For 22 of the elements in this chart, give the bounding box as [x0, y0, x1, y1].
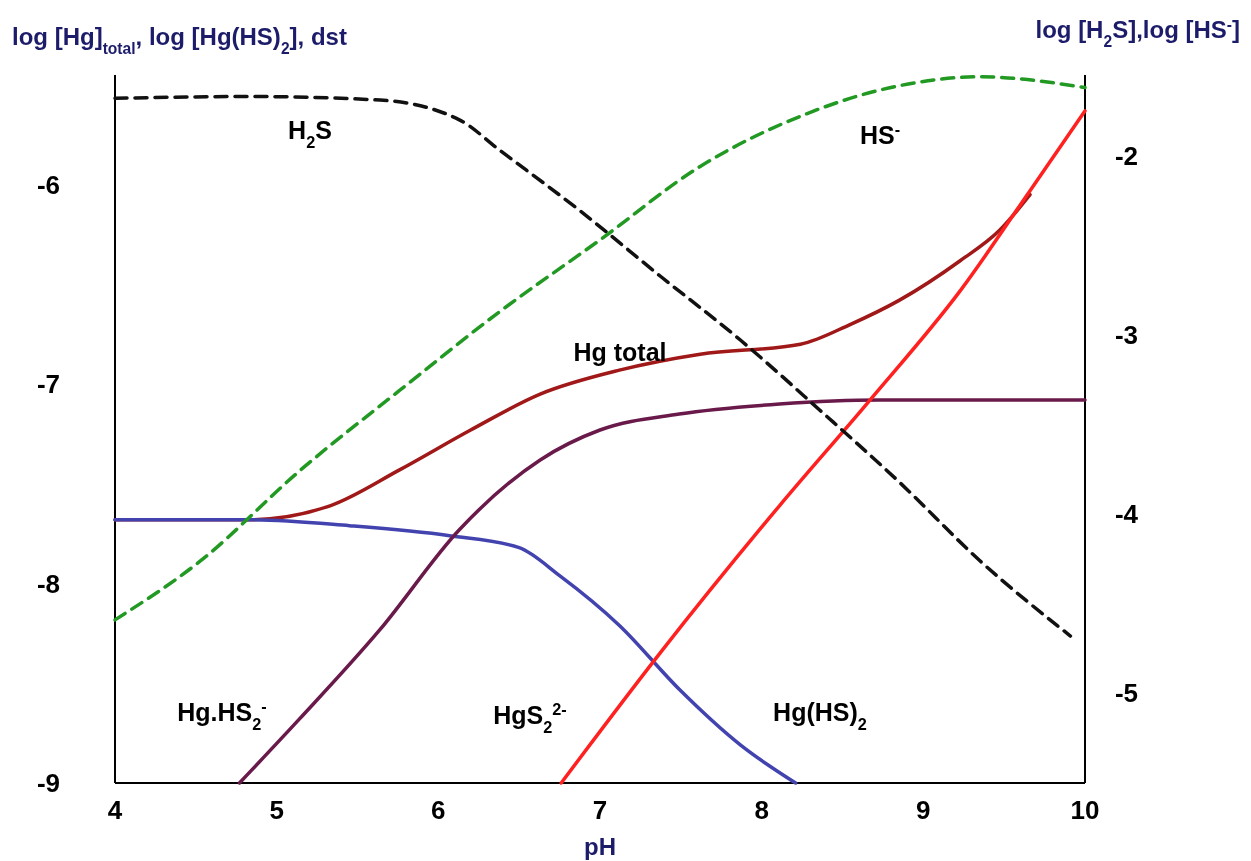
- y2-tick-label: -3: [1114, 319, 1138, 350]
- x-tick-label: 10: [1070, 795, 1100, 825]
- y-axis-title: log [Hg]$_{total}$, log [Hg(HS)$_{2}$], dst: [12, 23, 347, 57]
- x-tick-label: 6: [431, 795, 446, 825]
- x-tick-label: 4: [107, 795, 123, 825]
- series-label: H$_{2}$S: [288, 116, 332, 151]
- y2-tick-label: -4: [1114, 499, 1139, 530]
- y-tick-label: -9: [36, 768, 60, 798]
- x-tick-label: 7: [592, 795, 608, 825]
- y2-tick-label: -2: [1114, 140, 1138, 171]
- series-label: Hg total: [573, 338, 667, 366]
- x-tick-label: 5: [269, 795, 284, 825]
- y2-tick-label: -5: [1114, 678, 1138, 709]
- x-axis-title: pH: [584, 833, 616, 860]
- series-label: Hg(HS)$_{2}$: [773, 698, 867, 733]
- y-tick-label: -7: [36, 369, 60, 400]
- x-tick-label: 9: [916, 795, 931, 825]
- y-tick-label: -6: [36, 169, 60, 200]
- y2-axis-title: log [H$_{2}$S],log [HS$^{-}$]: [1035, 15, 1240, 50]
- x-tick-label: 8: [754, 795, 769, 825]
- series-label: HS$^{-}$: [859, 120, 901, 149]
- y-tick-label: -8: [36, 568, 60, 599]
